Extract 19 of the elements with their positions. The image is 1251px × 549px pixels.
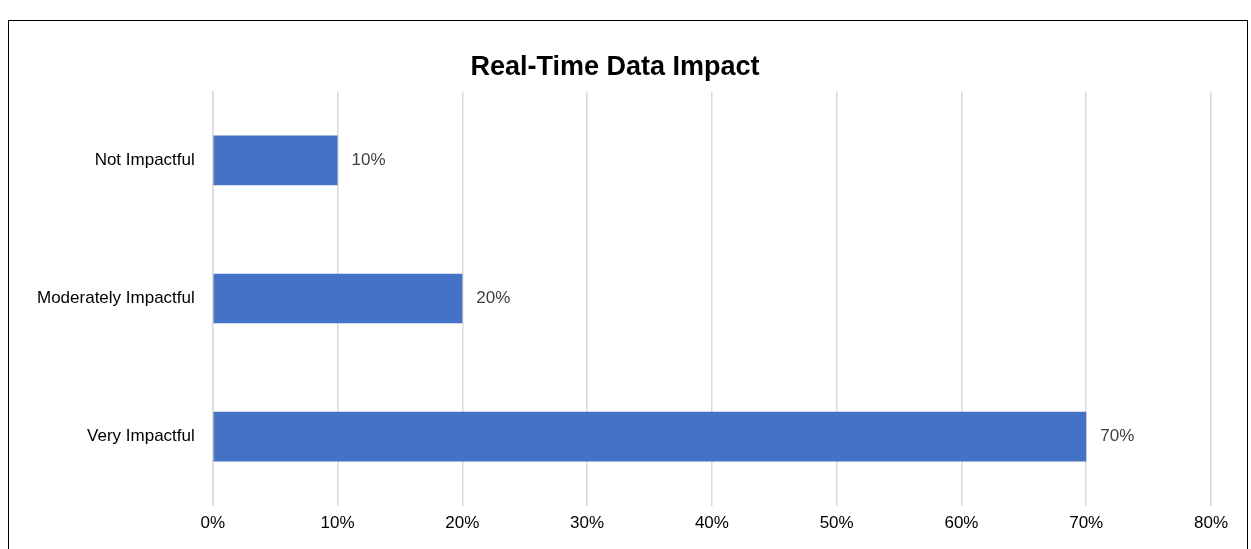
x-tick-label: 30% — [570, 513, 605, 533]
x-tick-label: 80% — [1193, 513, 1229, 533]
data-label: 10% — [351, 150, 386, 170]
x-tick-label: 20% — [445, 513, 480, 533]
x-tick-label: 40% — [694, 513, 729, 533]
x-tick-label: 50% — [819, 513, 854, 533]
chart-title: Real-Time Data Impact — [470, 50, 760, 81]
x-tick-label: 70% — [1069, 513, 1104, 533]
data-label: 70% — [1100, 426, 1135, 446]
y-tick-label: Very Impactful — [87, 426, 195, 446]
bar — [213, 273, 463, 324]
y-tick-label: Moderately Impactful — [36, 288, 195, 308]
bar — [213, 411, 1087, 462]
x-tick-label: 10% — [320, 513, 355, 533]
y-tick-label: Not Impactful — [94, 150, 195, 170]
x-tick-label: 60% — [944, 513, 979, 533]
bar — [213, 135, 338, 186]
data-label: 20% — [476, 288, 511, 308]
x-tick-label: 0% — [200, 513, 226, 533]
